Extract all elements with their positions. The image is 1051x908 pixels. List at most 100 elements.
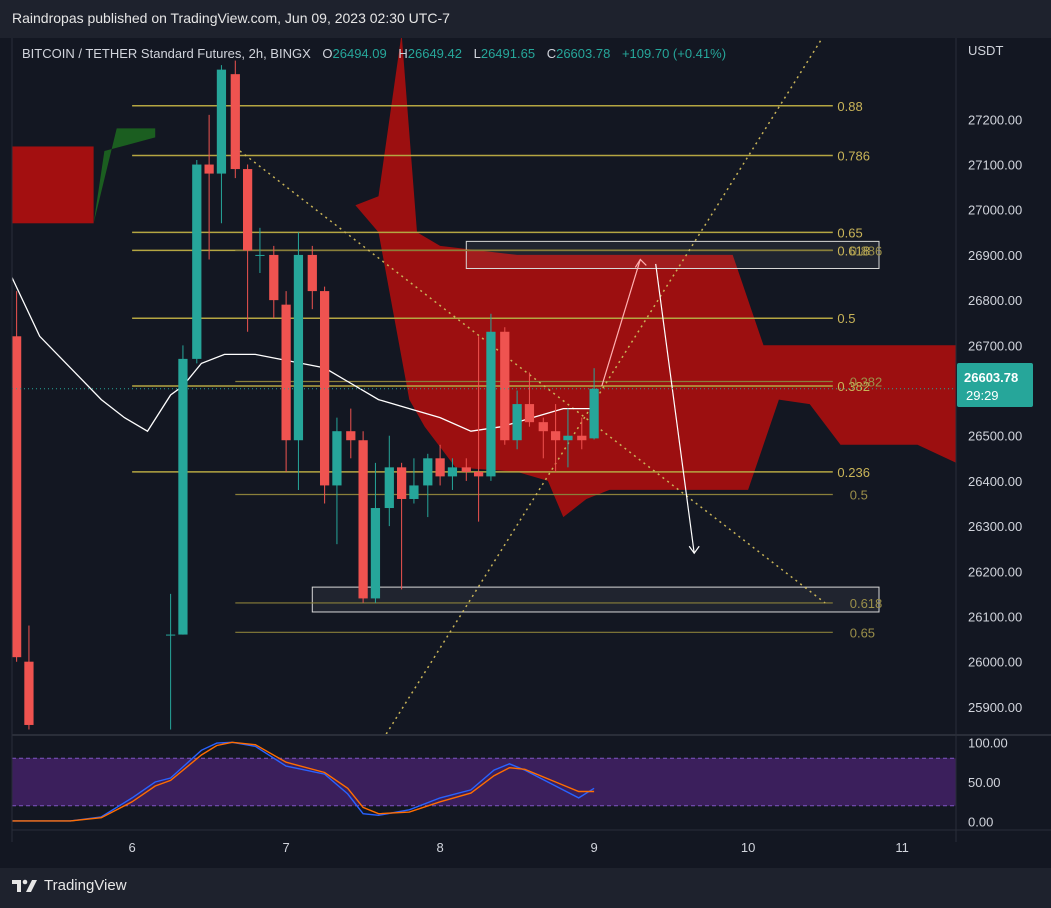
candle-body	[461, 467, 471, 472]
candle-body	[319, 291, 330, 486]
zone-box	[311, 586, 880, 613]
publish-line: Raindropas published on TradingView.com,…	[12, 10, 450, 26]
legend-open-label: O	[322, 46, 332, 61]
legend-high-label: H	[398, 46, 407, 61]
ma-line	[12, 277, 595, 433]
chart-legend: BITCOIN / TETHER Standard Futures, 2h, B…	[22, 46, 726, 61]
candle	[230, 60, 240, 179]
legend-high: 26649.42	[408, 46, 462, 61]
candle-body	[473, 471, 484, 477]
price-tick-label: 27100.00	[968, 158, 1022, 173]
candle	[447, 458, 458, 490]
fib-left-label: 0.65	[837, 225, 862, 240]
fib-left-label: 0.382	[837, 379, 870, 394]
time-tick-label: 9	[590, 840, 597, 855]
legend-low: 26491.65	[481, 46, 535, 61]
candle-body	[204, 164, 214, 174]
candle	[524, 372, 535, 427]
candle	[293, 232, 304, 490]
zones	[311, 240, 880, 613]
fib-right-label: 0.65	[850, 625, 875, 640]
candle-body	[242, 169, 253, 251]
candle	[242, 164, 253, 332]
rsi-tick-label: 100.00	[968, 735, 1008, 750]
legend-close: 26603.78	[556, 46, 610, 61]
candle	[563, 408, 573, 468]
fib-right-label: 0.382	[850, 374, 883, 389]
candle	[346, 408, 356, 459]
fib-left-label: 0.236	[837, 465, 870, 480]
price-tick-label: 26400.00	[968, 474, 1022, 489]
price-chart[interactable]: 0.88 0.786 0.65 0.618 0.5 0.382 0.236 0.886 0.38…	[0, 38, 1051, 868]
candle-body	[435, 458, 445, 477]
rsi-tick-label: 0.00	[968, 815, 993, 830]
candle-body	[192, 164, 202, 359]
cloud-bull	[93, 128, 156, 224]
candle-body	[24, 661, 34, 725]
price-tick-label: 27000.00	[968, 203, 1022, 218]
candle-body	[447, 467, 458, 477]
candle	[192, 160, 202, 364]
candle	[512, 390, 522, 450]
projection-down	[655, 263, 695, 554]
price-tick-label: 26300.00	[968, 519, 1022, 534]
candle	[370, 462, 381, 603]
time-tick-label: 6	[129, 840, 136, 855]
candle	[204, 114, 214, 260]
legend-low-label: L	[474, 46, 481, 61]
candle	[577, 417, 587, 450]
candle	[12, 291, 22, 662]
candle	[486, 313, 496, 481]
candle	[589, 368, 599, 440]
fib-left-label: 0.88	[837, 99, 862, 114]
tradingview-logo-icon	[12, 879, 37, 892]
candle	[178, 345, 188, 635]
projection	[601, 258, 700, 555]
publish-bar: Raindropas published on TradingView.com,…	[0, 0, 1051, 38]
candle	[435, 444, 445, 486]
candle-body	[396, 467, 407, 499]
candle-body	[577, 435, 587, 441]
legend-open: 26494.09	[333, 46, 387, 61]
candle	[319, 286, 330, 504]
candle-body	[486, 331, 496, 477]
tradingview-logo[interactable]: TradingView	[12, 877, 127, 894]
arrowhead-up	[634, 258, 647, 268]
rsi-pane	[12, 741, 956, 822]
price-tick-label: 26000.00	[968, 655, 1022, 670]
candle-body	[358, 440, 368, 599]
candle-body	[12, 336, 22, 658]
candle-body	[550, 431, 561, 441]
candle	[165, 593, 176, 730]
candle-body	[216, 69, 227, 174]
price-tick-label: 25900.00	[968, 700, 1022, 715]
last-price-value: 26603.78	[964, 370, 1018, 385]
price-tick-label: 26100.00	[968, 609, 1022, 624]
candle	[24, 625, 34, 730]
rsi-band	[12, 758, 956, 806]
candle	[269, 245, 279, 319]
footer-bar	[0, 868, 1051, 908]
time-tick-label: 8	[436, 840, 443, 855]
candle	[500, 327, 510, 445]
candle	[461, 458, 471, 481]
price-tick-label: 26700.00	[968, 338, 1022, 353]
last-price-countdown: 29:29	[966, 388, 999, 403]
candle-body	[538, 422, 548, 432]
price-tick-label: 26500.00	[968, 429, 1022, 444]
fib-right-label: 0.886	[850, 243, 883, 258]
rsi-line	[12, 741, 595, 822]
candle	[423, 453, 433, 518]
candle-body	[500, 331, 510, 441]
price-tick-label: 26900.00	[968, 248, 1022, 263]
candle-body	[165, 634, 176, 636]
candle-body	[307, 254, 317, 292]
moving-average	[12, 277, 595, 433]
time-tick-label: 10	[741, 840, 755, 855]
fib-levels: 0.88 0.786 0.65 0.618 0.5 0.382 0.236 0.886 0.38…	[132, 99, 883, 640]
candle	[384, 435, 394, 527]
legend-close-label: C	[547, 46, 556, 61]
fib-left-label: 0.618	[837, 243, 870, 258]
candle	[255, 227, 265, 274]
candle	[396, 462, 407, 590]
